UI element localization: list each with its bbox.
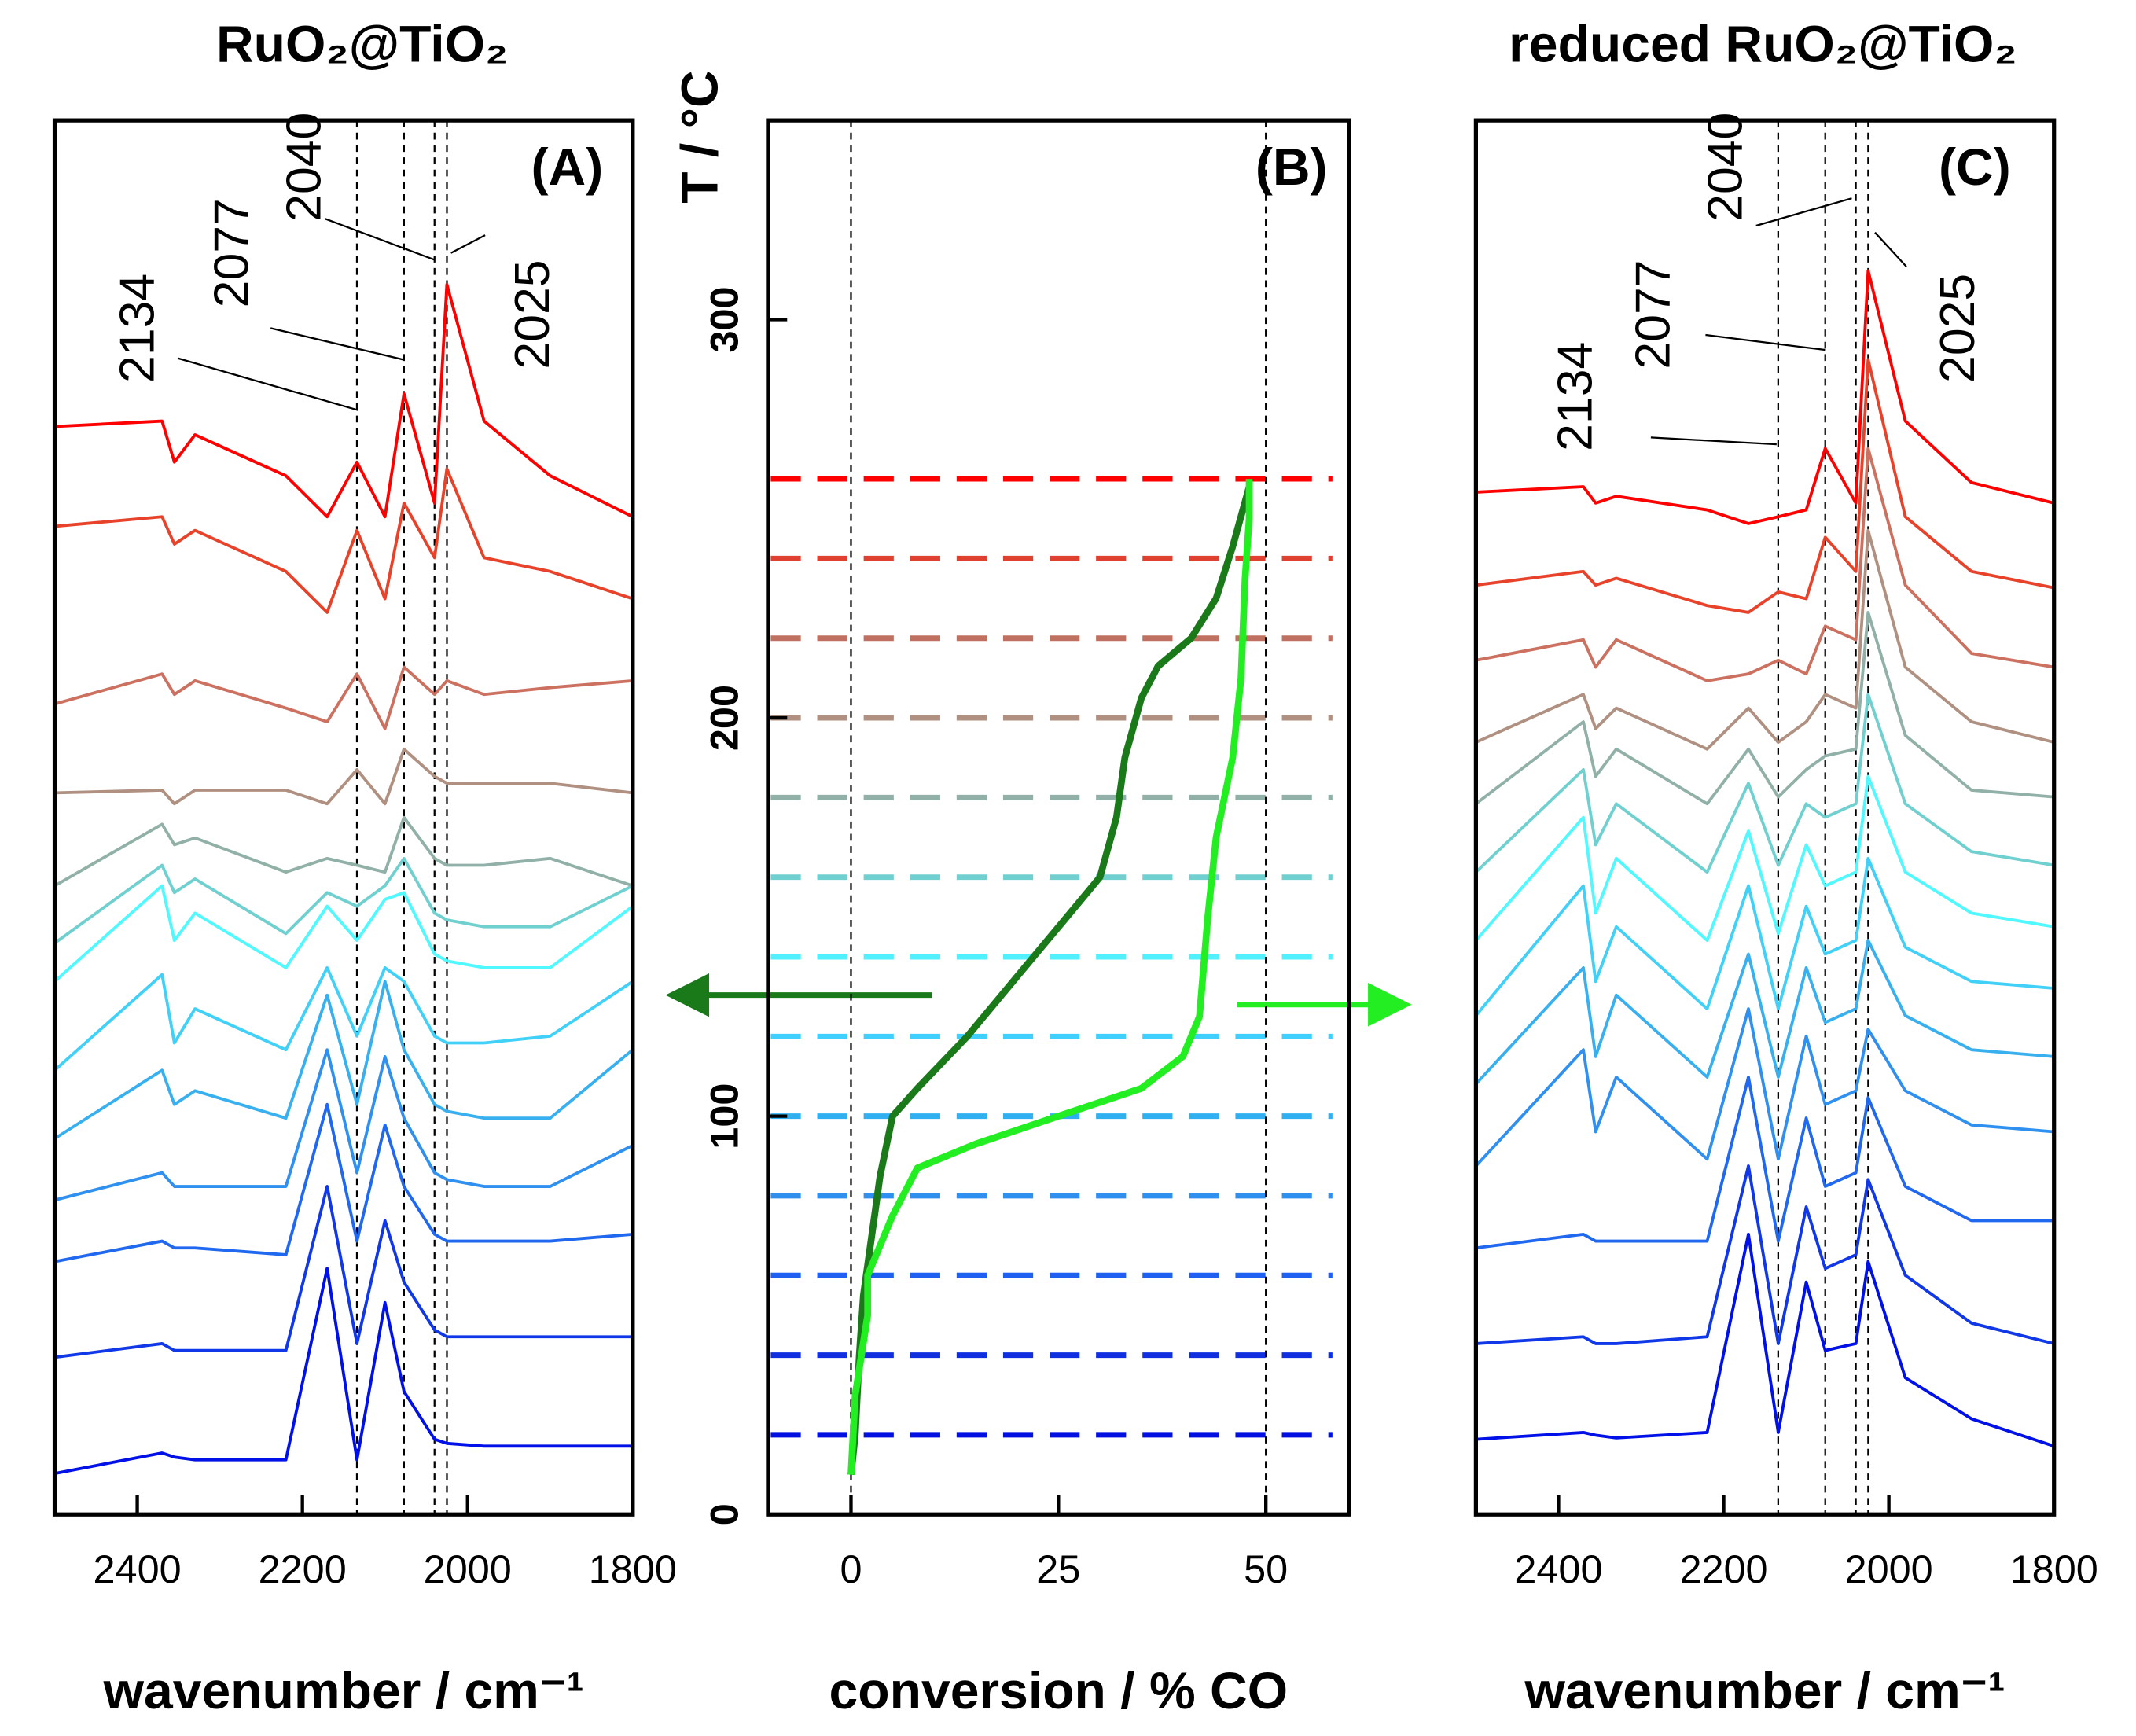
leader-line	[450, 234, 486, 254]
x-axis-label: wavenumber / cm⁻¹	[103, 1661, 584, 1719]
peak-label: 2077	[1625, 259, 1680, 369]
data-line	[54, 747, 634, 806]
leader-line	[177, 357, 358, 411]
data-line	[1475, 528, 2055, 751]
x-axis-label: wavenumber / cm⁻¹	[1524, 1661, 2005, 1719]
data-line	[1474, 774, 2055, 943]
data-line	[1475, 693, 2055, 874]
panel-label: (B)	[1255, 138, 1328, 196]
x-tick-label: 1800	[2010, 1547, 2098, 1591]
x-tick-label: 2000	[424, 1547, 512, 1591]
data-line	[847, 479, 1253, 1475]
data-line	[53, 815, 634, 888]
data-line	[54, 282, 634, 519]
leader-line	[1755, 197, 1852, 227]
y-tick-label: 200	[702, 685, 747, 751]
peak-label: 2040	[277, 112, 332, 222]
x-tick-label: 25	[1036, 1547, 1080, 1591]
plot-frame	[1473, 118, 2057, 1517]
data-line	[1476, 1164, 2055, 1345]
x-tick-label: 2400	[1514, 1547, 1602, 1591]
data-line	[53, 884, 634, 983]
data-line	[54, 467, 634, 614]
leader-line	[270, 327, 404, 361]
x-tick-label: 2200	[1679, 1547, 1767, 1591]
data-line	[1475, 611, 2054, 806]
y-tick-label: 0	[702, 1503, 747, 1525]
data-line	[1476, 447, 2055, 682]
data-line	[847, 486, 1253, 1476]
data-line	[54, 1048, 634, 1202]
data-line	[1474, 856, 2054, 1017]
data-line	[1474, 1007, 2054, 1168]
data-line	[54, 1267, 633, 1475]
peak-label: 2134	[1547, 342, 1602, 451]
leader-line	[1705, 333, 1826, 351]
data-line	[1476, 1232, 2055, 1448]
data-line	[1476, 358, 2055, 614]
data-line	[53, 980, 634, 1140]
panel-title: RuO₂@TiO₂	[216, 14, 508, 72]
leader-line	[1650, 436, 1777, 446]
leader-line	[1874, 231, 1907, 267]
panel-label: (A)	[531, 138, 604, 196]
peak-label: 2134	[110, 274, 165, 383]
y-axis-label: T / °C	[671, 70, 729, 204]
peak-label: 2077	[204, 198, 259, 307]
panel-label: (C)	[1939, 138, 2011, 196]
data-line	[1476, 1076, 2054, 1250]
x-tick-label: 50	[1244, 1547, 1288, 1591]
peak-label: 2040	[1698, 112, 1753, 222]
data-line	[54, 665, 634, 730]
data-line	[1474, 939, 2054, 1085]
leader-line	[325, 218, 436, 261]
y-tick-label: 300	[702, 286, 747, 352]
plot-frame	[52, 118, 635, 1517]
plot-frame	[766, 118, 1351, 1517]
x-tick-label: 2000	[1845, 1547, 1933, 1591]
x-axis-label: conversion / % CO	[829, 1661, 1289, 1719]
panel-title: reduced RuO₂@TiO₂	[1509, 14, 2017, 72]
peak-label: 2025	[505, 259, 560, 369]
data-line	[53, 965, 634, 1072]
x-tick-label: 2400	[94, 1547, 182, 1591]
data-line	[53, 856, 634, 945]
x-tick-label: 2200	[259, 1547, 347, 1591]
x-tick-label: 1800	[589, 1547, 677, 1591]
peak-label: 2025	[1930, 274, 1985, 383]
x-tick-label: 0	[840, 1547, 862, 1591]
data-line	[54, 1102, 634, 1263]
data-line	[54, 1185, 633, 1359]
data-line	[1476, 269, 2055, 525]
y-tick-label: 100	[702, 1083, 747, 1149]
